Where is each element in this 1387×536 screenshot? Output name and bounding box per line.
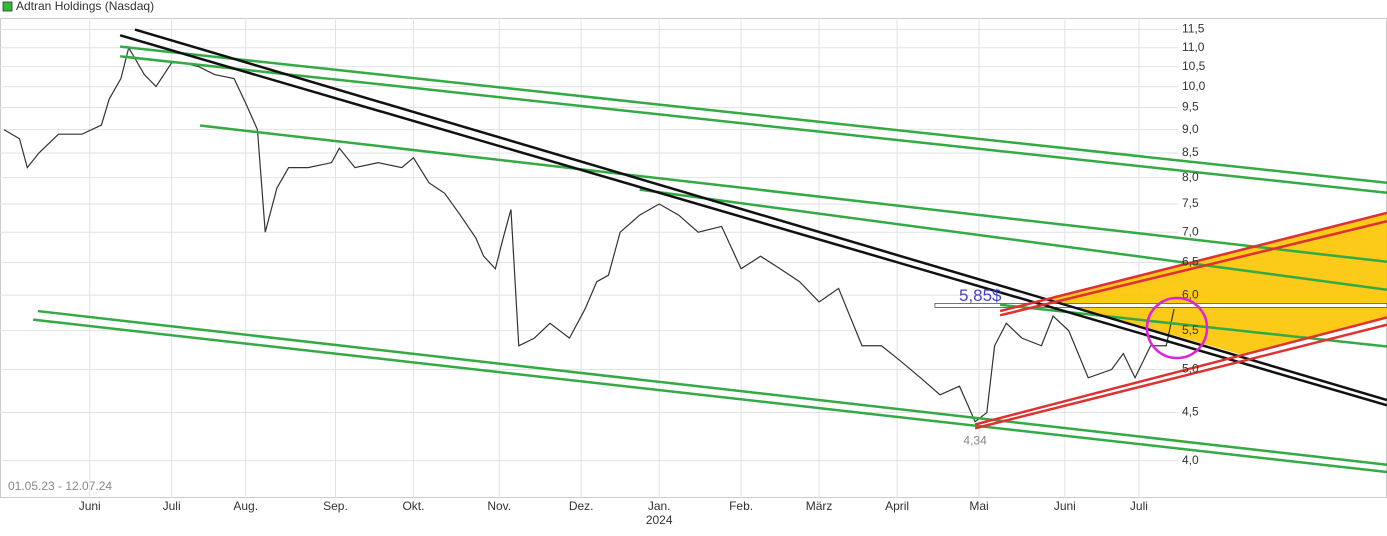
y-tick-label: 8,0 [1182,170,1199,184]
y-tick-label: 6,0 [1182,287,1199,301]
y-tick-label: 10,0 [1182,79,1206,93]
x-tick-label: Juli [1130,499,1148,513]
chart-title: Adtran Holdings (Nasdaq) [16,0,154,13]
y-tick-label: 11,0 [1182,40,1205,54]
plot [3,28,1387,474]
x-tick-label: Jan. [648,499,671,513]
x-tick-label: Feb. [729,499,753,513]
trendline [639,188,1387,291]
x-tick-label: Juli [163,499,181,513]
highlight-circle [1145,296,1209,360]
trendline [199,124,1387,264]
x-tick-label: Aug. [233,499,258,513]
trendline [999,220,1387,317]
trendline [120,45,1387,185]
legend-swatch [2,1,13,12]
y-tick-label: 6,5 [1182,255,1199,269]
x-tick-label: Nov. [487,499,511,513]
y-tick-label: 7,0 [1182,224,1199,238]
trendline [119,34,1387,407]
year-label: 2024 [646,513,673,527]
x-tick-label: April [885,499,909,513]
price-label: 5,85$ [959,286,1002,305]
y-tick-label: 4,0 [1182,453,1199,467]
plot-frame [0,18,1387,498]
y-tick-label: 9,5 [1182,100,1199,114]
trendline [37,309,1387,466]
x-tick-label: Juni [79,499,101,513]
x-tick-label: Dez. [569,499,594,513]
x-tick-label: Juni [1054,499,1076,513]
date-range: 01.05.23 - 12.07.24 [8,479,112,493]
grid [0,18,1178,498]
x-tick-label: Okt. [402,499,424,513]
trendline [974,323,1387,430]
y-tick-label: 11,5 [1182,22,1205,36]
trendline [999,211,1387,313]
low-label: 4,34 [963,433,987,447]
y-tick-label: 10,5 [1182,59,1206,73]
y-tick-label: 8,5 [1182,145,1199,159]
y-tick-label: 4,5 [1182,405,1199,419]
trendline [134,28,1387,402]
trendline [33,318,1387,474]
y-tick-label: 7,5 [1182,196,1199,210]
trendline [974,316,1387,426]
y-tick-label: 5,0 [1182,362,1199,376]
x-tick-label: Sep. [323,499,348,513]
trendline [120,55,1387,194]
x-tick-label: Mai [969,499,988,513]
labels: 4,0 4,5 5,0 5,5 6,0 6,5 7,0 7,5 8,0 8,5 9,0 9,5 10,0… [79,22,1206,527]
x-tick-label: März [806,499,833,513]
y-tick-label: 5,5 [1182,323,1199,337]
y-tick-label: 9,0 [1182,122,1199,136]
